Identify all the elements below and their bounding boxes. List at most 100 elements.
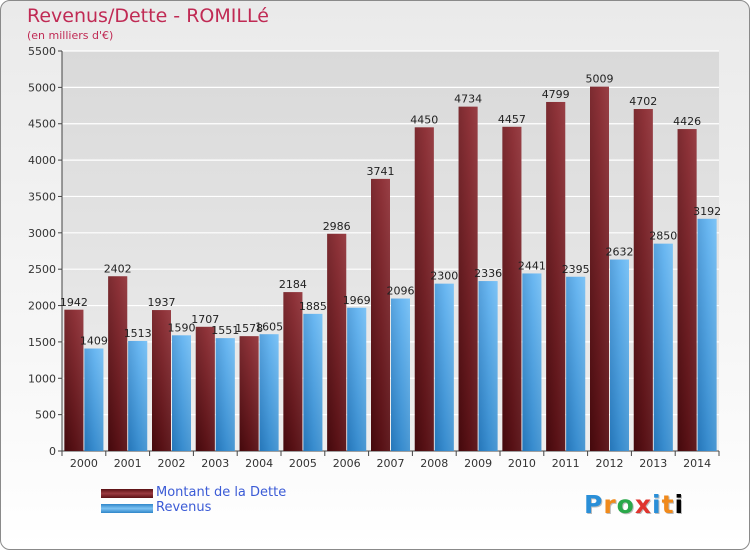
- data-label-revenus: 1590: [168, 321, 196, 334]
- data-label-revenus: 1885: [299, 300, 327, 313]
- logo-letter: i: [674, 490, 685, 519]
- bar-dette-shade: [283, 292, 303, 451]
- data-label-revenus: 1513: [124, 327, 152, 340]
- x-tick-label: 2013: [639, 457, 667, 470]
- bar-dette-shade: [590, 86, 609, 451]
- y-tick-label: 1000: [28, 372, 56, 385]
- x-tick-label: 2000: [70, 457, 98, 470]
- chart-subtitle: (en milliers d'€): [27, 29, 114, 42]
- x-tick-label: 2008: [420, 457, 448, 470]
- bar-revenus-shade: [653, 243, 673, 451]
- data-label-revenus: 2850: [649, 230, 677, 243]
- x-tick-label: 2001: [114, 457, 142, 470]
- bar-revenus-shade: [478, 281, 498, 451]
- bar-revenus-shade: [347, 307, 367, 451]
- x-tick-label: 2010: [508, 457, 536, 470]
- bar-revenus-shade: [215, 338, 235, 451]
- bar-dette-shade: [239, 336, 259, 451]
- data-label-dette: 2986: [323, 220, 351, 233]
- data-label-dette: 1578: [235, 322, 263, 335]
- y-tick-label: 2000: [28, 300, 56, 313]
- bar-dette-shade: [327, 233, 347, 451]
- bar-dette-shade: [546, 101, 566, 452]
- data-label-revenus: 2395: [562, 263, 590, 276]
- x-tick-label: 2014: [683, 457, 711, 470]
- bar-revenus-shade: [172, 335, 191, 451]
- data-label-dette: 4734: [454, 93, 482, 106]
- data-label-revenus: 2336: [474, 267, 502, 280]
- legend-swatch-dette: [101, 489, 153, 498]
- y-tick-label: 4500: [28, 118, 56, 131]
- y-tick-label: 0: [49, 445, 56, 458]
- data-label-revenus: 2096: [387, 285, 415, 298]
- y-tick-label: 500: [35, 409, 56, 422]
- data-label-revenus: 2632: [606, 246, 634, 259]
- data-label-dette: 1942: [60, 296, 88, 309]
- x-tick-label: 2006: [333, 457, 361, 470]
- data-label-dette: 2402: [104, 262, 132, 275]
- bar-revenus-shade: [128, 340, 148, 451]
- y-tick-label: 2500: [28, 263, 56, 276]
- x-tick-label: 2005: [289, 457, 317, 470]
- legend-swatch-revenus: [101, 504, 153, 513]
- x-tick-label: 2009: [464, 457, 492, 470]
- bar-dette-shade: [64, 309, 84, 451]
- bar-revenus-shade: [391, 298, 410, 451]
- bar-revenus-shade: [522, 273, 542, 451]
- bar-dette-shade: [502, 126, 522, 451]
- data-label-dette: 4426: [673, 115, 701, 128]
- x-tick-label: 2007: [377, 457, 405, 470]
- logo-letter: P: [584, 490, 604, 519]
- bar-chart: 0 500 1000 1500 2000 2500 3000 3500 4000 4500 5000…: [28, 45, 721, 470]
- y-tick-label: 5500: [28, 45, 56, 58]
- bar-revenus-shade: [259, 334, 279, 451]
- legend-label-dette: Montant de la Dette: [156, 485, 287, 500]
- x-tick-label: 2003: [201, 457, 229, 470]
- data-label-dette: 3741: [367, 165, 395, 178]
- y-tick-label: 3000: [28, 227, 56, 240]
- bar-dette-shade: [633, 109, 653, 451]
- bar-dette-shade: [195, 326, 215, 451]
- logo-letter: t: [661, 490, 675, 519]
- data-label-dette: 2184: [279, 278, 307, 291]
- legend-label-revenus: Revenus: [156, 500, 212, 515]
- data-label-revenus: 2441: [518, 259, 546, 272]
- bar-dette-shade: [152, 310, 171, 451]
- bar-revenus-shade: [434, 283, 454, 451]
- logo-letter: r: [603, 490, 617, 519]
- data-label-dette: 1937: [148, 296, 176, 309]
- data-label-revenus: 2300: [430, 270, 458, 283]
- bar-dette-shade: [677, 129, 697, 452]
- y-tick-label: 4000: [28, 154, 56, 167]
- bar-dette-shade: [108, 276, 128, 451]
- data-label-revenus: 1409: [80, 335, 108, 348]
- bar-revenus-shade: [610, 259, 629, 451]
- bar-dette-shade: [458, 106, 478, 451]
- data-label-revenus: 1969: [343, 294, 371, 307]
- y-tick-label: 5000: [28, 81, 56, 94]
- bar-dette-shade: [371, 178, 390, 451]
- x-tick-label: 2011: [552, 457, 580, 470]
- proxiti-logo: Proxiti: [584, 490, 684, 519]
- bar-dette-shade: [414, 127, 434, 451]
- data-label-revenus: 3192: [693, 205, 721, 218]
- data-label-dette: 5009: [586, 73, 614, 86]
- y-tick-label: 3500: [28, 190, 56, 203]
- x-tick-label: 2002: [158, 457, 186, 470]
- data-label-revenus: 1605: [255, 320, 283, 333]
- data-label-dette: 4799: [542, 88, 570, 101]
- chart-title: Revenus/Dette - ROMILLé: [27, 5, 269, 27]
- data-label-revenus: 1551: [211, 324, 239, 337]
- logo-letter: o: [616, 490, 635, 519]
- plot-area: [62, 51, 719, 451]
- data-label-dette: 1707: [191, 313, 219, 326]
- x-tick-label: 2012: [596, 457, 624, 470]
- data-label-dette: 4702: [629, 95, 657, 108]
- x-tick-label: 2004: [245, 457, 273, 470]
- data-label-dette: 4457: [498, 113, 526, 126]
- logo-letter: i: [652, 490, 662, 519]
- bar-revenus-shade: [566, 276, 586, 451]
- bar-revenus-shade: [697, 218, 717, 451]
- y-tick-label: 1500: [28, 336, 56, 349]
